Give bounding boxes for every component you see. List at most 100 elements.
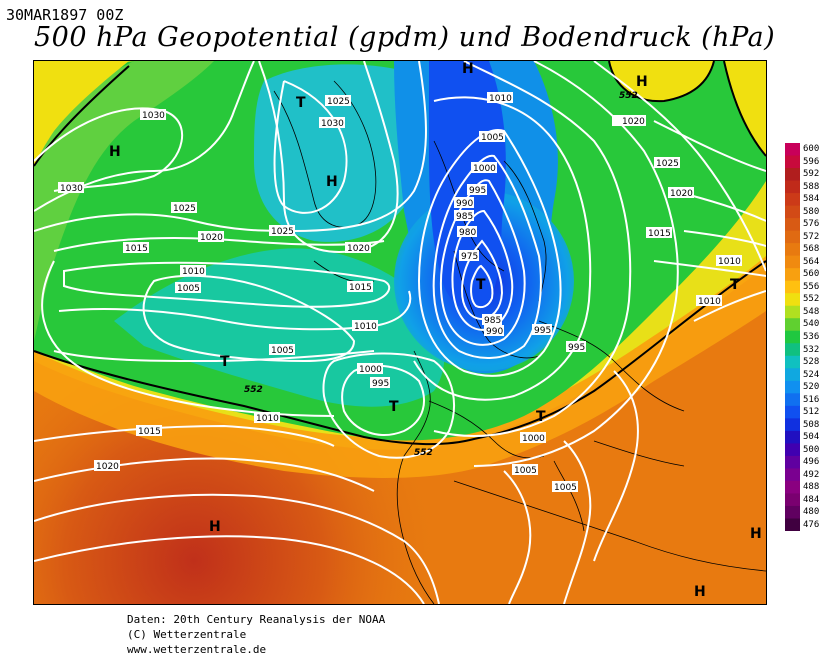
legend-swatch (785, 205, 800, 219)
isobar-label: 1010 (487, 92, 513, 104)
svg-text:1000: 1000 (522, 434, 545, 444)
legend-label: 560 (803, 269, 820, 280)
isobar-labels: 1030 1030 1025 1030 1025 1020 1015 1010 … (58, 92, 742, 493)
geopotential-label: 552 (244, 385, 263, 395)
svg-text:995: 995 (372, 379, 389, 389)
legend-label: 504 (803, 432, 820, 443)
geopotential-label: 552 (619, 91, 638, 101)
isobar-label: 990 (454, 197, 474, 209)
svg-text:1010: 1010 (489, 94, 512, 104)
legend-label: 600 (803, 144, 820, 155)
pressure-center-h: H (326, 174, 338, 190)
isobar-label: 1020 (668, 187, 694, 199)
footer-credits: Daten: 20th Century Reanalysis der NOAA … (127, 612, 385, 657)
legend-label: 476 (803, 519, 820, 530)
isobar-label: 1030 (58, 182, 84, 194)
pressure-center-t: T (296, 95, 306, 111)
footer-website: www.wetterzentrale.de (127, 643, 267, 656)
isobar-label: 1030 (140, 109, 166, 121)
green-field-light (34, 61, 214, 341)
isobar-label: 1005 (269, 344, 295, 356)
svg-text:1030: 1030 (142, 111, 165, 121)
legend-label: 520 (803, 382, 820, 393)
isobar-label: 1020 (94, 460, 120, 472)
isobar-label: 1020 (198, 231, 224, 243)
legend-label: 536 (803, 332, 820, 342)
svg-text:1025: 1025 (327, 97, 350, 107)
isobar-label: 1030 (319, 117, 345, 129)
isobar-label: 1010 (716, 255, 742, 267)
pressure-center-h: H (462, 61, 474, 77)
legend-swatch (785, 505, 800, 519)
legend-swatch (785, 380, 800, 394)
legend-label: 580 (803, 206, 820, 217)
svg-text:1005: 1005 (271, 346, 294, 356)
pressure-center-h: H (636, 74, 648, 90)
legend-swatch (785, 305, 800, 319)
svg-text:1015: 1015 (349, 283, 372, 293)
svg-text:990: 990 (486, 327, 503, 337)
svg-text:1020: 1020 (622, 117, 645, 127)
legend-label: 540 (803, 319, 820, 330)
svg-text:1020: 1020 (670, 189, 693, 199)
isobar-label: 995 (532, 324, 552, 336)
legend-label: 572 (803, 231, 820, 242)
svg-text:1020: 1020 (96, 462, 119, 472)
isobar-label: 1015 (347, 281, 373, 293)
map-title: 500 hPa Geopotential (gpdm) und Bodendru… (34, 22, 776, 53)
legend-label: 508 (803, 419, 820, 430)
isobar-label: 1000 (357, 363, 383, 375)
legend-swatch (785, 393, 800, 407)
yellow-e-corner (724, 61, 766, 156)
legend-label: 524 (803, 369, 820, 380)
color-legend: 600 596 592 588 584 580 576 572 568 564 560 556 552 5… (785, 143, 829, 531)
svg-text:1020: 1020 (200, 233, 223, 243)
svg-text:1005: 1005 (514, 466, 537, 476)
svg-text:1025: 1025 (271, 227, 294, 237)
isobar-label: 975 (459, 250, 479, 262)
svg-text:1000: 1000 (359, 365, 382, 375)
isobar-label: 1015 (646, 227, 672, 239)
pressure-center-t: T (730, 277, 740, 293)
svg-text:980: 980 (459, 228, 476, 238)
legend-label: 584 (803, 194, 820, 205)
legend-swatch (785, 268, 800, 282)
svg-text:1015: 1015 (648, 229, 671, 239)
geopotential-label: 552 (414, 448, 433, 458)
legend-swatch (785, 293, 800, 307)
svg-text:1020: 1020 (347, 244, 370, 254)
svg-text:1010: 1010 (698, 297, 721, 307)
pressure-center-t: T (389, 399, 399, 415)
legend-label: 500 (803, 444, 820, 455)
teal-north (254, 64, 428, 242)
legend-swatch (785, 168, 800, 182)
isobar-label: 990 (484, 325, 504, 337)
pressure-center-h: H (209, 519, 221, 535)
legend-swatch (785, 193, 800, 207)
legend-label: 480 (803, 507, 820, 518)
legend-label: 564 (803, 256, 820, 267)
legend-swatch (785, 518, 800, 531)
isobar-label: 1000 (471, 162, 497, 174)
legend-swatch (785, 493, 800, 507)
footer-copyright: (C) Wetterzentrale (127, 628, 247, 641)
svg-text:1015: 1015 (138, 427, 161, 437)
isobar-label: 1000 (520, 432, 546, 444)
legend-color-bar (785, 143, 800, 531)
svg-text:1010: 1010 (256, 414, 279, 424)
legend-label: 496 (803, 457, 820, 468)
legend-swatch (785, 418, 800, 432)
legend-swatch (785, 430, 800, 444)
legend-swatch (785, 330, 800, 344)
legend-swatch (785, 318, 800, 332)
isobar-label: 1025 (269, 225, 295, 237)
svg-text:995: 995 (469, 186, 486, 196)
legend-label: 532 (803, 344, 820, 355)
legend-swatch (785, 480, 800, 494)
isobar-label: 1015 (123, 242, 149, 254)
legend-label: 556 (803, 281, 820, 292)
legend-label: 484 (803, 494, 820, 505)
legend-swatch (785, 443, 800, 457)
run-title: 30MAR1897 00Z (6, 6, 124, 24)
yellow-ne-corner (609, 61, 714, 102)
